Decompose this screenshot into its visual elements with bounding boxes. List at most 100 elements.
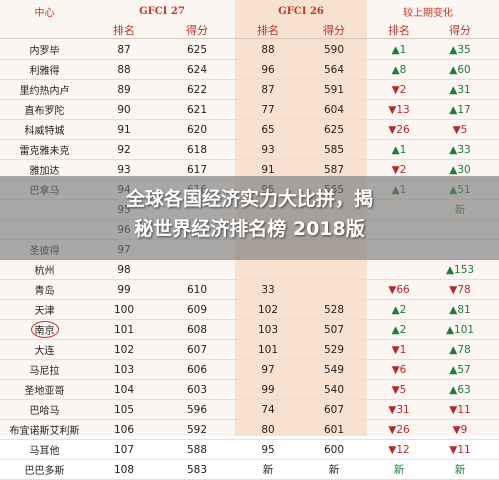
rank27-cell: 90 [117, 103, 131, 116]
rank27-cell: 101 [113, 323, 135, 336]
score27-cell: 607 [186, 343, 208, 356]
rank27-cell: 102 [113, 343, 135, 356]
score27-cell: 592 [186, 423, 208, 436]
rank-change-cell: ▼26 [388, 123, 410, 136]
rank26-cell: 新 [262, 464, 274, 476]
header-rank-change: 排名 [388, 23, 410, 37]
city-cell: 巴哈马 [29, 406, 60, 417]
rank27-cell: 105 [113, 403, 135, 416]
rank-change-cell: ▲1 [391, 143, 407, 156]
score-change-cell: ▲78 [449, 343, 471, 356]
rank-change-cell: ▼12 [388, 443, 410, 456]
rank26-cell: 33 [261, 283, 275, 296]
score-change-cell: ▲57 [449, 363, 471, 376]
score-change-cell: ▼9 [452, 423, 468, 436]
score27-cell: 596 [186, 403, 208, 416]
score-change-cell: ▲60 [449, 63, 471, 76]
score26-cell: 新 [328, 464, 340, 476]
table-row: 利雅得 88 624 96 564 ▲8 ▲60 [0, 60, 499, 80]
rank26-cell: 65 [261, 123, 275, 136]
rank-change-cell: ▼6 [391, 363, 407, 376]
score26-cell [301, 260, 367, 279]
city-cell: 大连 [34, 346, 55, 357]
score27-cell: 617 [186, 163, 208, 176]
header-score-27: 得分 [186, 23, 208, 37]
rank26-cell: 102 [257, 303, 279, 316]
rank27-cell: 103 [113, 363, 135, 376]
header-center: 中心 [34, 8, 55, 19]
score27-cell: 608 [186, 323, 208, 336]
header-change: 较上期变化 [403, 8, 453, 19]
score-change-cell: ▼78 [449, 283, 471, 296]
city-cell: 布宜诺斯艾利斯 [9, 426, 80, 437]
score26-cell: 591 [323, 83, 345, 96]
score-change-cell: ▼11 [449, 443, 471, 456]
rank-change-cell: ▼1 [391, 343, 407, 356]
score26-cell: 607 [323, 403, 345, 416]
city-cell: 南京 [0, 320, 89, 339]
rank26-cell: 93 [261, 143, 275, 156]
rank27-cell: 106 [113, 423, 135, 436]
score27-cell: 622 [186, 83, 208, 96]
rank26-cell: 97 [261, 363, 275, 376]
rank-change-cell: ▲2 [391, 303, 407, 316]
score-change-cell: ▲17 [449, 103, 471, 116]
rank26-cell: 95 [261, 443, 275, 456]
banner-title: 全球各国经济实力大比拼，揭 秘世界经济排名榜 2018版 [0, 184, 499, 244]
table-row: 青岛 99 610 33 ▼66 ▼78 [0, 280, 499, 300]
city-cell: 雅加达 [29, 166, 60, 177]
score26-cell: 528 [323, 303, 345, 316]
table-row: 马尼拉 103 606 97 549 ▼6 ▲57 [0, 360, 499, 380]
rank26-cell [235, 260, 301, 279]
header-gfci27: GFCI 27 [139, 6, 185, 17]
score-change-cell: ▲31 [449, 83, 471, 96]
score26-cell [301, 280, 367, 299]
table-header-row-2: 排名 得分 排名 得分 排名 得分 [0, 21, 499, 38]
table-row: 内罗毕 87 625 88 590 ▲1 ▲35 [0, 40, 499, 60]
score26-cell: 600 [323, 443, 345, 456]
score-change-cell: ▼11 [449, 403, 471, 416]
score-change-cell: ▲101 [445, 323, 475, 336]
table-row: 圣地亚哥 104 603 99 540 ▼5 ▲63 [0, 380, 499, 400]
rank27-cell: 107 [113, 443, 135, 456]
city-cell: 内罗毕 [29, 46, 60, 57]
rank27-cell: 87 [117, 43, 131, 56]
score27-cell: 610 [186, 283, 208, 296]
score27-cell: 624 [186, 63, 208, 76]
table-row: 马耳他 107 588 95 600 ▼12 ▼11 [0, 440, 499, 460]
rank-change-cell: ▼31 [388, 403, 410, 416]
score27-cell [159, 260, 235, 279]
score-change-cell: ▲30 [449, 163, 471, 176]
city-cell: 马尼拉 [29, 366, 60, 377]
table-row: 直布罗陀 90 621 77 604 ▼13 ▲17 [0, 100, 499, 120]
rank26-cell: 80 [261, 423, 275, 436]
score27-cell: 625 [186, 43, 208, 56]
rank27-cell: 104 [113, 383, 135, 396]
rank27-cell: 100 [113, 303, 135, 316]
score26-cell: 587 [323, 163, 345, 176]
rank-change-cell: ▼5 [391, 383, 407, 396]
rank-change-cell: ▼13 [388, 103, 410, 116]
score-change-cell: ▲35 [449, 43, 471, 56]
table-row: 雷克雅未克 92 618 93 585 ▲1 ▲33 [0, 140, 499, 160]
rank-change-cell: ▲2 [391, 323, 407, 336]
rank26-cell: 74 [261, 403, 275, 416]
city-cell: 马耳他 [29, 446, 60, 457]
score-change-cell: ▲81 [449, 303, 471, 316]
table-row: 杭州 98 ▲153 [0, 260, 499, 280]
table-row: 大连 102 607 101 529 ▼1 ▲78 [0, 340, 499, 360]
score-change-cell: 新 [454, 464, 466, 476]
city-cell: 里约热内卢 [19, 86, 70, 97]
rank-change-cell: ▲8 [391, 63, 407, 76]
header-rank-27: 排名 [113, 23, 135, 37]
score27-cell: 588 [186, 443, 208, 456]
score-change-cell: ▲63 [449, 383, 471, 396]
banner-overlay [0, 176, 499, 260]
rank27-cell: 98 [117, 263, 131, 276]
header-score-change: 得分 [449, 23, 471, 37]
score27-cell: 609 [186, 303, 208, 316]
city-cell: 雷克雅未克 [19, 146, 70, 157]
table-row: 巴哈马 105 596 74 607 ▼31 ▼11 [0, 400, 499, 420]
score26-cell: 529 [323, 343, 345, 356]
